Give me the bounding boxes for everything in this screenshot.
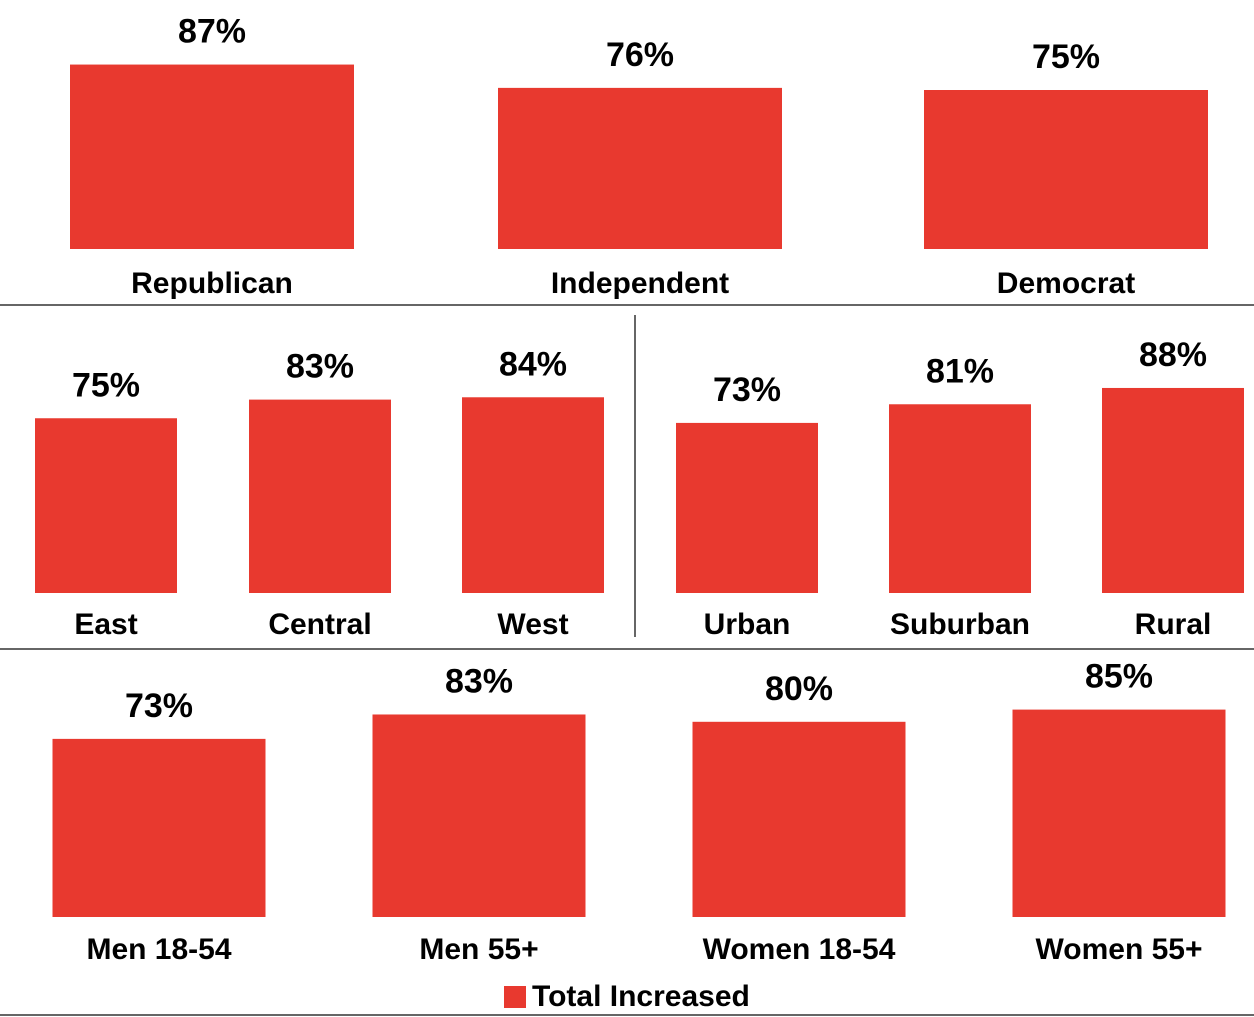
value-label-men-18-54: 73% <box>125 687 193 725</box>
bar-east <box>35 418 177 593</box>
value-label-women-18-54: 80% <box>765 670 833 708</box>
panel-party: 87% Republican 76% Independent 75% Democrat <box>70 13 1208 300</box>
bar-women-18-54 <box>692 721 906 917</box>
value-label-independent: 76% <box>606 36 674 74</box>
value-label-men-55: 83% <box>445 662 513 700</box>
bar-men-55 <box>372 714 586 917</box>
bar-central <box>249 399 391 593</box>
value-label-central: 83% <box>286 348 354 386</box>
chart-panels: 87% Republican 76% Independent 75% Democrat 75… <box>35 13 1244 966</box>
category-label-republican: Republican <box>131 267 293 300</box>
bar-democrat <box>924 90 1208 249</box>
value-label-women-55: 85% <box>1085 658 1153 696</box>
category-label-democrat: Democrat <box>997 267 1135 300</box>
bar-west <box>462 397 604 593</box>
value-label-suburban: 81% <box>926 352 994 390</box>
value-label-rural: 88% <box>1139 336 1207 374</box>
panel-region: 75% East 83% Central 84% West <box>35 345 604 641</box>
bar-suburban <box>889 404 1031 593</box>
bar-rural <box>1102 387 1244 593</box>
bar-republican <box>70 64 354 249</box>
value-label-democrat: 75% <box>1032 38 1100 76</box>
panel-demographic: 73% Men 18-54 83% Men 55+ 80% Women 18-54 85% W… <box>52 658 1226 966</box>
category-label-suburban: Suburban <box>890 608 1030 641</box>
category-label-west: West <box>497 608 568 641</box>
category-label-men-18-54: Men 18-54 <box>86 933 231 966</box>
category-label-urban: Urban <box>704 608 791 641</box>
bar-men-18-54 <box>52 738 266 917</box>
category-label-rural: Rural <box>1135 608 1212 641</box>
legend: Total Increased <box>504 980 750 1013</box>
category-label-women-18-54: Women 18-54 <box>703 933 896 966</box>
bar-urban <box>676 422 818 593</box>
value-label-east: 75% <box>72 366 140 404</box>
legend-swatch <box>504 986 526 1008</box>
category-label-central: Central <box>268 608 371 641</box>
bar-women-55 <box>1012 709 1226 917</box>
legend-label: Total Increased <box>532 980 750 1013</box>
panel-area: 73% Urban 81% Suburban 88% Rural <box>676 336 1244 641</box>
category-label-east: East <box>74 608 137 641</box>
value-label-urban: 73% <box>713 371 781 409</box>
category-label-independent: Independent <box>551 267 729 300</box>
value-label-republican: 87% <box>178 13 246 51</box>
category-label-women-55: Women 55+ <box>1035 933 1202 966</box>
bar-independent <box>498 87 782 249</box>
value-label-west: 84% <box>499 345 567 383</box>
category-label-men-55: Men 55+ <box>419 933 538 966</box>
